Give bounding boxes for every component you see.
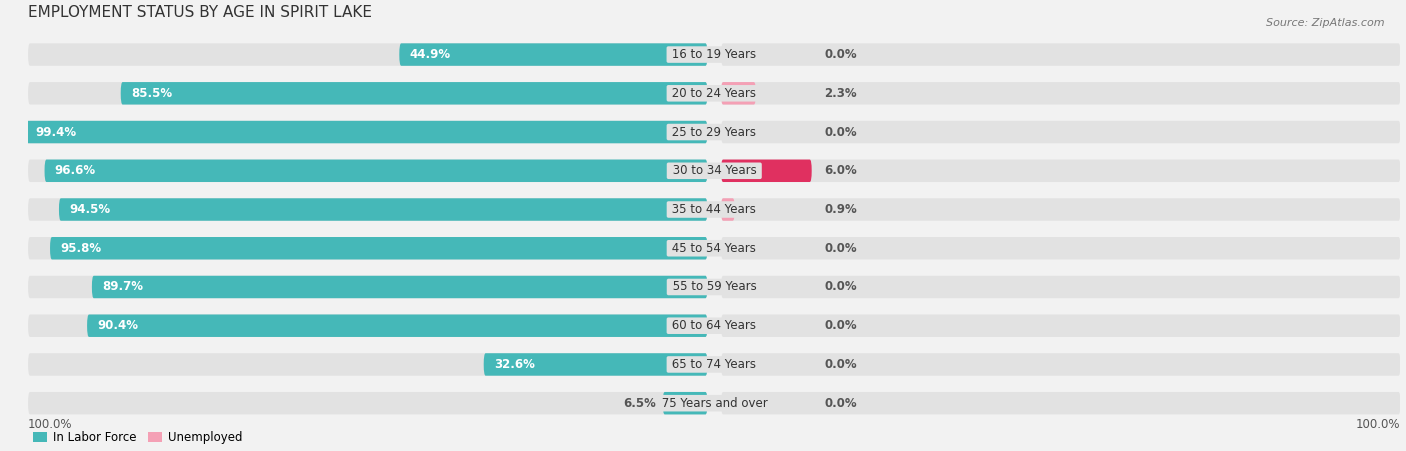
Text: 20 to 24 Years: 20 to 24 Years	[668, 87, 761, 100]
Text: 85.5%: 85.5%	[131, 87, 172, 100]
Text: 16 to 19 Years: 16 to 19 Years	[668, 48, 761, 61]
Text: 6.5%: 6.5%	[623, 397, 657, 410]
FancyBboxPatch shape	[28, 160, 707, 182]
FancyBboxPatch shape	[91, 276, 707, 298]
Text: 65 to 74 Years: 65 to 74 Years	[668, 358, 761, 371]
FancyBboxPatch shape	[28, 198, 707, 221]
FancyBboxPatch shape	[28, 237, 707, 259]
Text: 0.0%: 0.0%	[824, 281, 856, 294]
FancyBboxPatch shape	[399, 43, 707, 66]
FancyBboxPatch shape	[28, 392, 707, 414]
FancyBboxPatch shape	[721, 198, 1400, 221]
Text: 2.3%: 2.3%	[824, 87, 856, 100]
FancyBboxPatch shape	[51, 237, 707, 259]
Text: EMPLOYMENT STATUS BY AGE IN SPIRIT LAKE: EMPLOYMENT STATUS BY AGE IN SPIRIT LAKE	[28, 5, 373, 20]
FancyBboxPatch shape	[721, 82, 1400, 105]
Text: 90.4%: 90.4%	[97, 319, 138, 332]
Text: 45 to 54 Years: 45 to 54 Years	[668, 242, 761, 255]
Text: 96.6%: 96.6%	[55, 164, 96, 177]
Text: 0.0%: 0.0%	[824, 125, 856, 138]
Text: 60 to 64 Years: 60 to 64 Years	[668, 319, 761, 332]
Text: 89.7%: 89.7%	[103, 281, 143, 294]
Text: 94.5%: 94.5%	[69, 203, 111, 216]
Text: 0.0%: 0.0%	[824, 358, 856, 371]
Text: 6.0%: 6.0%	[824, 164, 856, 177]
Text: 32.6%: 32.6%	[494, 358, 534, 371]
Text: 30 to 34 Years: 30 to 34 Years	[668, 164, 761, 177]
Text: 0.0%: 0.0%	[824, 48, 856, 61]
FancyBboxPatch shape	[721, 392, 1400, 414]
FancyBboxPatch shape	[45, 160, 707, 182]
FancyBboxPatch shape	[28, 276, 707, 298]
Text: 100.0%: 100.0%	[1355, 418, 1400, 431]
Text: 0.0%: 0.0%	[824, 319, 856, 332]
FancyBboxPatch shape	[59, 198, 707, 221]
FancyBboxPatch shape	[28, 314, 707, 337]
Text: 35 to 44 Years: 35 to 44 Years	[668, 203, 761, 216]
FancyBboxPatch shape	[662, 392, 707, 414]
Text: 0.9%: 0.9%	[824, 203, 856, 216]
FancyBboxPatch shape	[721, 82, 756, 105]
FancyBboxPatch shape	[25, 121, 707, 143]
FancyBboxPatch shape	[721, 314, 1400, 337]
Text: 99.4%: 99.4%	[35, 125, 77, 138]
Text: 44.9%: 44.9%	[409, 48, 451, 61]
FancyBboxPatch shape	[721, 43, 1400, 66]
Text: Source: ZipAtlas.com: Source: ZipAtlas.com	[1267, 18, 1385, 28]
Text: 75 Years and over: 75 Years and over	[658, 397, 770, 410]
Text: 0.0%: 0.0%	[824, 397, 856, 410]
Text: 55 to 59 Years: 55 to 59 Years	[668, 281, 761, 294]
Text: 25 to 29 Years: 25 to 29 Years	[668, 125, 761, 138]
FancyBboxPatch shape	[721, 353, 1400, 376]
FancyBboxPatch shape	[28, 82, 707, 105]
FancyBboxPatch shape	[721, 237, 1400, 259]
FancyBboxPatch shape	[28, 121, 707, 143]
FancyBboxPatch shape	[87, 314, 707, 337]
FancyBboxPatch shape	[721, 121, 1400, 143]
FancyBboxPatch shape	[484, 353, 707, 376]
FancyBboxPatch shape	[721, 198, 735, 221]
Text: 0.0%: 0.0%	[824, 242, 856, 255]
Text: 100.0%: 100.0%	[28, 418, 73, 431]
Text: 95.8%: 95.8%	[60, 242, 101, 255]
Legend: In Labor Force, Unemployed: In Labor Force, Unemployed	[28, 426, 247, 449]
FancyBboxPatch shape	[28, 43, 707, 66]
FancyBboxPatch shape	[121, 82, 707, 105]
FancyBboxPatch shape	[28, 353, 707, 376]
FancyBboxPatch shape	[721, 160, 1400, 182]
FancyBboxPatch shape	[721, 160, 811, 182]
FancyBboxPatch shape	[721, 276, 1400, 298]
